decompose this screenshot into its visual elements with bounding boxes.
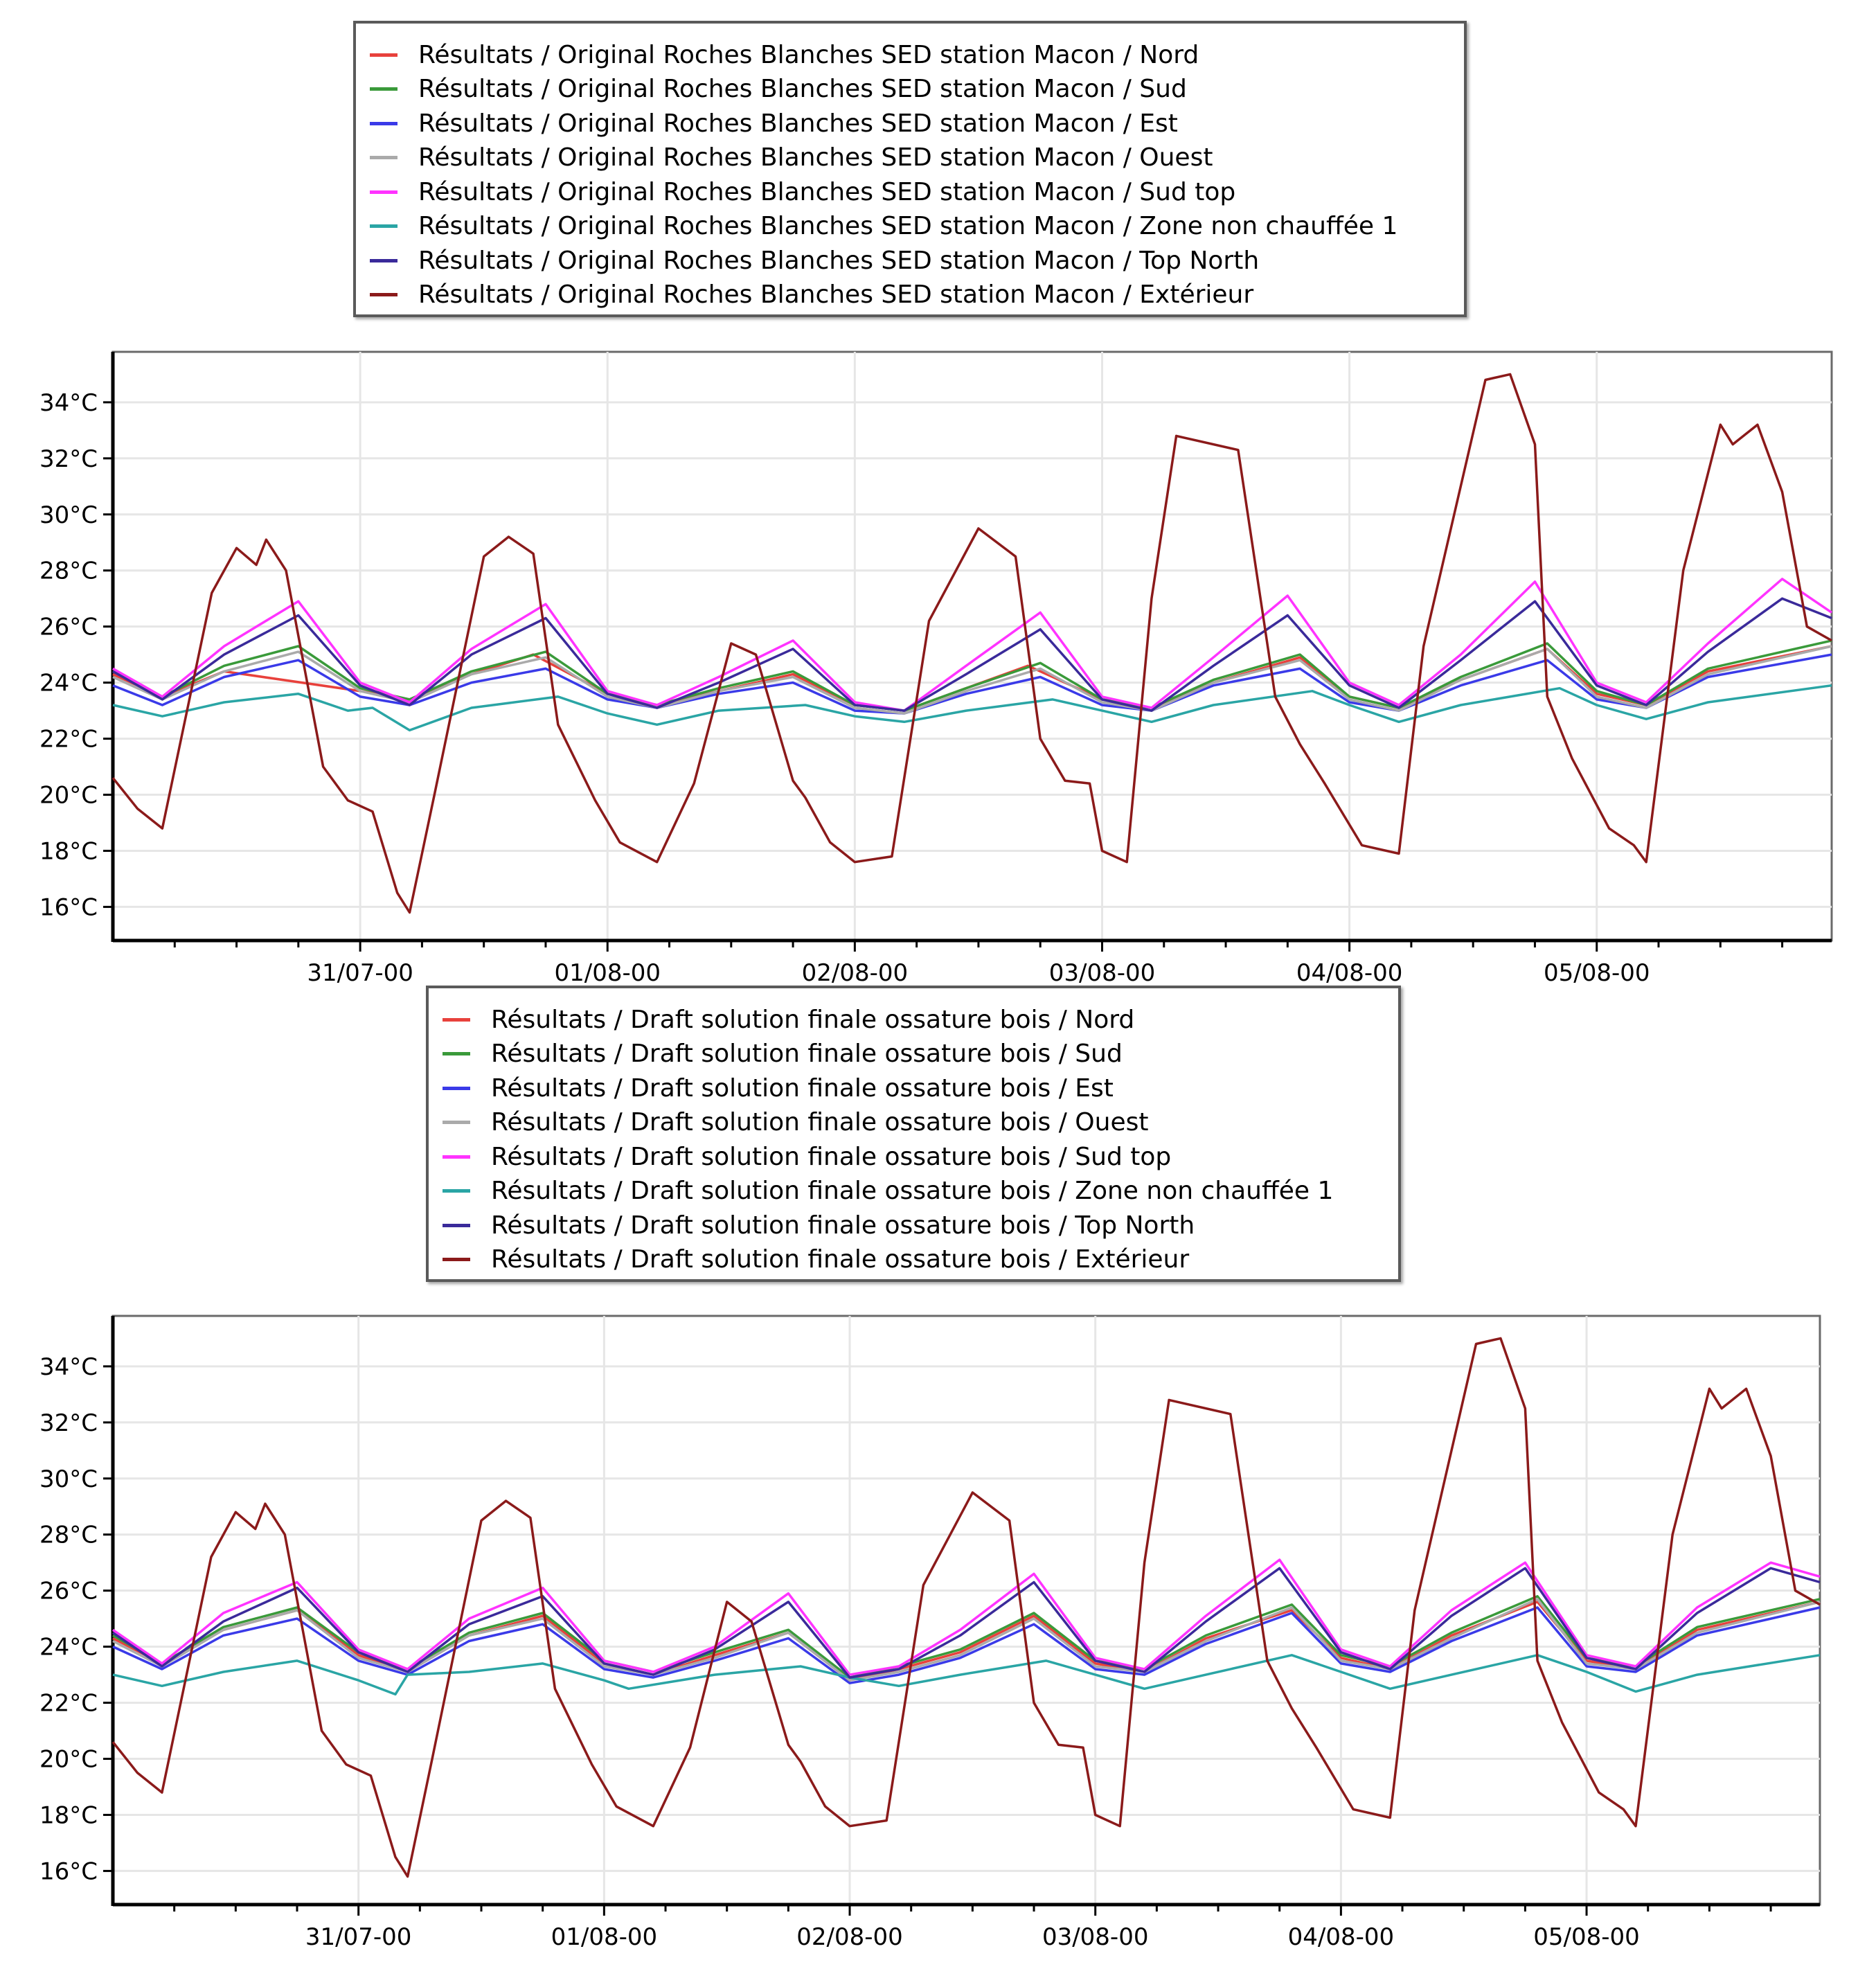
legend-item: Résultats / Draft solution finale ossatu… bbox=[429, 1242, 1189, 1277]
plot-area bbox=[111, 1315, 1821, 1906]
legend-swatch bbox=[370, 293, 397, 296]
y-tick-label: 26°C bbox=[39, 1578, 98, 1605]
x-tick-label: 31/07-00 bbox=[305, 1923, 412, 1951]
y-tick-label: 30°C bbox=[39, 1465, 98, 1493]
x-tick-label: 02/08-00 bbox=[802, 959, 909, 987]
y-tick-label: 24°C bbox=[39, 670, 98, 697]
legend-label: Résultats / Draft solution finale ossatu… bbox=[491, 1177, 1334, 1205]
y-tick-label: 34°C bbox=[39, 1353, 98, 1381]
legend-label: Résultats / Draft solution finale ossatu… bbox=[491, 1073, 1114, 1103]
x-tick-label: 03/08-00 bbox=[1042, 1923, 1149, 1951]
y-tick-label: 22°C bbox=[39, 1690, 98, 1718]
chart-bottom: 16°C 18°C 20°C 22°C 24°C 26°C 28°C 30°C 32°C 34°C… bbox=[39, 1315, 1821, 1951]
legend-swatch bbox=[443, 1121, 470, 1124]
series-line-sud bbox=[112, 639, 1832, 712]
x-tick-label: 31/07-00 bbox=[307, 959, 413, 987]
series-line-est bbox=[112, 1606, 1821, 1684]
y-tick-label: 18°C bbox=[39, 1801, 98, 1829]
legend-swatch bbox=[443, 1086, 470, 1090]
legend-label: Résultats / Draft solution finale ossatu… bbox=[491, 1245, 1190, 1274]
legend-item: Résultats / Draft solution finale ossatu… bbox=[429, 1002, 1134, 1037]
series-line-sud-top bbox=[112, 578, 1832, 712]
legend-label: Résultats / Original Roches Blanches SED… bbox=[418, 109, 1178, 138]
legend-item: Résultats / Original Roches Blanches SED… bbox=[356, 72, 1187, 107]
legend-item: Résultats / Draft solution finale ossatu… bbox=[429, 1105, 1148, 1140]
series-line-ouest bbox=[112, 645, 1832, 715]
legend-swatch bbox=[443, 1223, 470, 1227]
series-line-zone-non-chauff-e-1 bbox=[112, 684, 1832, 732]
legend-label: Résultats / Draft solution finale ossatu… bbox=[491, 1142, 1172, 1171]
legend-item: Résultats / Original Roches Blanches SED… bbox=[356, 209, 1397, 244]
legend-swatch bbox=[370, 258, 397, 262]
x-tick-label: 02/08-00 bbox=[796, 1923, 903, 1951]
legend-item: Résultats / Original Roches Blanches SED… bbox=[356, 106, 1178, 141]
legend-swatch bbox=[370, 121, 397, 125]
y-tick-label: 16°C bbox=[39, 1857, 98, 1885]
legend-item: Résultats / Draft solution finale ossatu… bbox=[429, 1174, 1333, 1209]
legend-swatch bbox=[370, 53, 397, 57]
y-tick-label: 20°C bbox=[39, 782, 98, 810]
y-tick-label: 28°C bbox=[39, 558, 98, 585]
legend-swatch bbox=[443, 1189, 470, 1193]
legend-label: Résultats / Draft solution finale ossatu… bbox=[491, 1108, 1149, 1137]
y-tick-label: 28°C bbox=[39, 1522, 98, 1549]
y-tick-label: 16°C bbox=[39, 893, 98, 921]
legend-top: Résultats / Original Roches Blanches SED… bbox=[353, 21, 1467, 317]
series-line-ext-rieur bbox=[111, 1337, 1821, 1878]
legend-item: Résultats / Original Roches Blanches SED… bbox=[356, 175, 1235, 209]
legend-label: Résultats / Original Roches Blanches SED… bbox=[418, 246, 1260, 275]
y-tick-label: 18°C bbox=[39, 837, 98, 865]
y-tick-label: 34°C bbox=[39, 389, 98, 417]
series-line-top-north bbox=[112, 1567, 1821, 1679]
chart-top: 16°C 18°C 20°C 22°C 24°C 26°C 28°C 30°C 32°C 34°C… bbox=[39, 350, 1833, 987]
y-tick-label: 20°C bbox=[39, 1746, 98, 1774]
legend-label: Résultats / Draft solution finale ossatu… bbox=[491, 1211, 1195, 1240]
legend-label: Résultats / Original Roches Blanches SED… bbox=[418, 280, 1254, 309]
y-tick-label: 24°C bbox=[39, 1634, 98, 1661]
legend-label: Résultats / Original Roches Blanches SED… bbox=[418, 177, 1236, 206]
legend-label: Résultats / Original Roches Blanches SED… bbox=[418, 143, 1213, 172]
x-tick-label: 04/08-00 bbox=[1296, 959, 1403, 987]
legend-item: Résultats / Draft solution finale ossatu… bbox=[429, 1208, 1195, 1242]
series-line-ouest bbox=[112, 1598, 1821, 1682]
x-tick-label: 05/08-00 bbox=[1544, 959, 1650, 987]
legend-item: Résultats / Original Roches Blanches SED… bbox=[356, 141, 1213, 175]
legend-item: Résultats / Draft solution finale ossatu… bbox=[429, 1139, 1171, 1174]
series-line-zone-non-chauff-e-1 bbox=[112, 1654, 1821, 1696]
series-line-ext-rieur bbox=[111, 373, 1832, 914]
x-tick-label: 01/08-00 bbox=[554, 959, 661, 987]
legend-item: Résultats / Original Roches Blanches SED… bbox=[356, 37, 1199, 72]
legend-swatch bbox=[370, 87, 397, 91]
series-line-sud bbox=[112, 1595, 1821, 1679]
y-tick-label: 30°C bbox=[39, 501, 98, 529]
legend-label: Résultats / Original Roches Blanches SED… bbox=[418, 40, 1199, 69]
series-line-sud-top bbox=[112, 1558, 1821, 1676]
x-tick-label: 03/08-00 bbox=[1049, 959, 1156, 987]
x-tick-label: 05/08-00 bbox=[1533, 1923, 1640, 1951]
legend-bottom: Résultats / Draft solution finale ossatu… bbox=[426, 986, 1401, 1282]
legend-item: Résultats / Original Roches Blanches SED… bbox=[356, 278, 1253, 312]
legend-label: Résultats / Original Roches Blanches SED… bbox=[418, 75, 1187, 103]
x-tick-label: 04/08-00 bbox=[1288, 1923, 1395, 1951]
legend-label: Résultats / Draft solution finale ossatu… bbox=[491, 1005, 1135, 1034]
legend-item: Résultats / Original Roches Blanches SED… bbox=[356, 243, 1259, 278]
y-tick-label: 32°C bbox=[39, 1409, 98, 1437]
x-tick-label: 01/08-00 bbox=[551, 1923, 658, 1951]
legend-swatch bbox=[370, 190, 397, 194]
legend-label: Résultats / Original Roches Blanches SED… bbox=[418, 212, 1398, 240]
legend-swatch bbox=[443, 1258, 470, 1261]
y-tick-label: 32°C bbox=[39, 445, 98, 473]
legend-swatch bbox=[443, 1052, 470, 1055]
legend-swatch bbox=[370, 156, 397, 159]
y-tick-label: 22°C bbox=[39, 726, 98, 754]
legend-label: Résultats / Draft solution finale ossatu… bbox=[491, 1040, 1123, 1068]
legend-swatch bbox=[443, 1017, 470, 1022]
legend-swatch bbox=[443, 1155, 470, 1159]
legend-item: Résultats / Draft solution finale ossatu… bbox=[429, 1037, 1123, 1071]
y-tick-label: 26°C bbox=[39, 614, 98, 641]
series-line-top-north bbox=[112, 597, 1832, 712]
legend-swatch bbox=[370, 224, 397, 228]
series-line-est bbox=[112, 653, 1832, 715]
legend-item: Résultats / Draft solution finale ossatu… bbox=[429, 1071, 1114, 1105]
